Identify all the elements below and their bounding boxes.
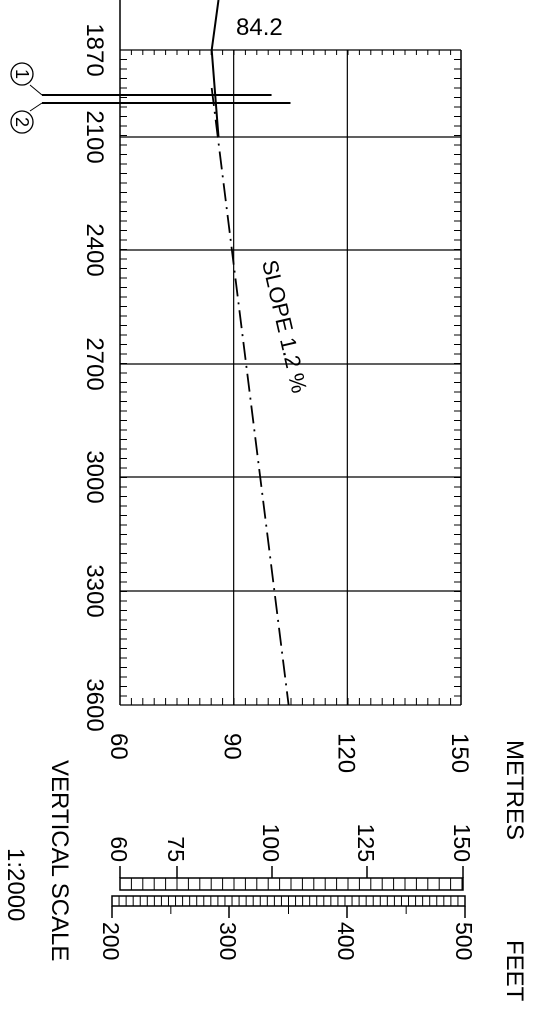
- markers-layer: 12: [10, 62, 291, 134]
- feet-tick-label: 500: [451, 922, 477, 960]
- y-tick-label: 150: [446, 733, 473, 773]
- vertical-scale-label: VERTICAL SCALE: [46, 760, 73, 961]
- minor-ticks: [119, 49, 461, 705]
- x-tick-label: 2700: [81, 337, 108, 390]
- x-tick-label: 3300: [81, 564, 108, 617]
- scale-labels: 60 75 100 125 150 200 300 400 500: [98, 824, 477, 961]
- x-tick-labels: 1870 2100 2400 2700 3000 3300 3600: [81, 23, 108, 731]
- x-tick-label: 3000: [81, 450, 108, 503]
- feet-tick-label: 300: [215, 922, 241, 960]
- metres-tick-label: 75: [163, 836, 189, 862]
- scale-ratio-label: 1:2000: [2, 848, 29, 921]
- marker-circle: [10, 110, 34, 134]
- metres-tick-label: 125: [353, 824, 379, 862]
- slope-profile-line: [210, 87, 290, 706]
- x-tick-label: 2400: [81, 223, 108, 276]
- metres-tick-label: 150: [449, 824, 475, 862]
- marker-label: 2: [12, 117, 32, 127]
- metres-tick-label: 60: [106, 836, 132, 862]
- feet-label: FEET: [501, 940, 528, 1002]
- y-tick-labels: 60 90 120 150: [105, 733, 473, 773]
- y-tick-label: 120: [332, 733, 359, 773]
- x-tick-label: 3600: [81, 678, 108, 731]
- top-value-label: 84.2: [236, 14, 283, 41]
- marker-leader: [29, 102, 43, 112]
- labels-layer: 84.2 SLOPE 1.2 %: [236, 14, 312, 395]
- y-tick-label: 90: [219, 733, 246, 760]
- feet-tick-label: 200: [98, 922, 124, 960]
- metres-label: METRES: [501, 740, 528, 840]
- marker-label: 1: [12, 69, 32, 79]
- vertical-scale: 60 75 100 125 150 200 300 400 500 METRES FEET VE…: [2, 740, 528, 1002]
- x-tick-label: 1870: [81, 23, 108, 76]
- marker-leader: [29, 84, 43, 96]
- y-tick-label: 60: [105, 733, 132, 760]
- metres-tick-label: 100: [258, 824, 284, 862]
- feet-tick-label: 400: [333, 922, 359, 960]
- scale-bars: [111, 866, 466, 918]
- top-profile-line: [210, 0, 220, 138]
- marker-circle: [10, 62, 34, 86]
- slope-label: SLOPE 1.2 %: [257, 258, 312, 396]
- x-tick-label: 2100: [81, 110, 108, 163]
- series-layer: [210, 0, 290, 706]
